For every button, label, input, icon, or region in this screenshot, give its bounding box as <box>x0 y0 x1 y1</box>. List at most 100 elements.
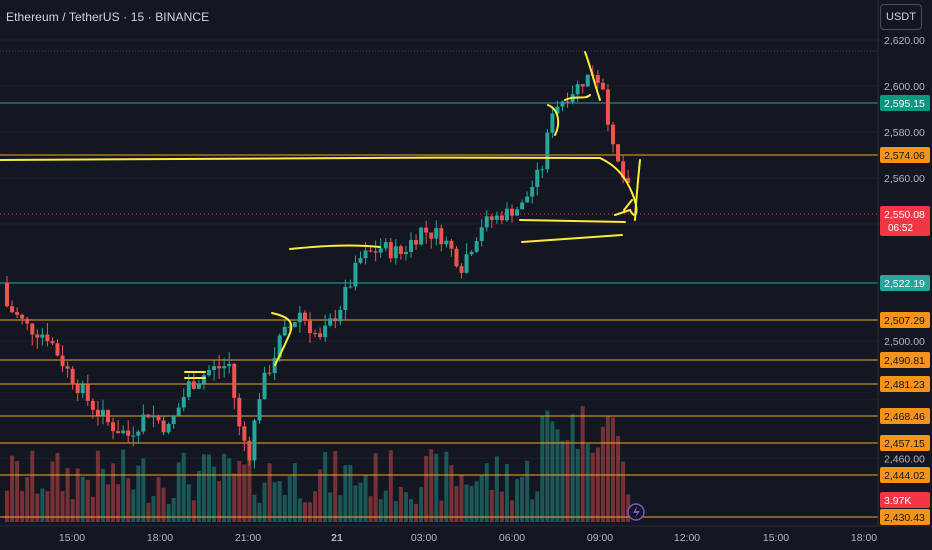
volume-bar <box>489 489 494 522</box>
volume-bar <box>323 451 328 522</box>
candle-body <box>580 84 585 87</box>
line-price-label-bg <box>880 312 930 328</box>
line-price-label-bg <box>880 376 930 392</box>
volume-bar <box>201 454 206 522</box>
volume-bar <box>454 486 459 522</box>
candle-body <box>489 216 494 220</box>
volume-bar <box>474 481 479 522</box>
candle-body <box>106 409 110 423</box>
volume-bar <box>297 498 302 522</box>
candle-body <box>146 414 151 418</box>
volume-bar <box>545 410 550 522</box>
volume-bar <box>429 449 434 522</box>
volume-bar <box>151 495 156 522</box>
candle-body <box>207 370 211 376</box>
volume-bar <box>116 484 121 522</box>
line-price-label: 2,430.43 <box>884 512 925 524</box>
candle-body <box>398 246 403 254</box>
candle-body <box>348 286 353 288</box>
candle-body <box>176 407 181 416</box>
candle-body <box>550 113 555 133</box>
volume-bar <box>368 496 373 522</box>
candle-body <box>237 397 242 427</box>
volume-bar <box>424 455 429 522</box>
line-price-label-bg <box>880 275 930 291</box>
candle-body <box>525 196 530 203</box>
candle-body <box>126 430 131 436</box>
volume-bar <box>277 481 282 522</box>
candle-body <box>217 366 222 369</box>
candle-body <box>318 333 323 338</box>
candle-body <box>353 262 358 287</box>
volume-bar <box>181 452 186 522</box>
currency-button[interactable]: USDT <box>880 4 922 30</box>
current-price-badge <box>880 206 930 236</box>
volume-bar <box>403 492 408 522</box>
volume-bar <box>257 502 262 522</box>
candle-body <box>358 258 363 263</box>
candle-body <box>540 169 545 171</box>
volume-bar <box>605 415 610 522</box>
candle-body <box>131 435 136 437</box>
candle-body <box>95 409 100 416</box>
volume-bar <box>600 426 605 522</box>
candle-body <box>277 335 282 358</box>
volume-bar <box>419 487 424 522</box>
candle-body <box>409 240 413 252</box>
candle-body <box>151 415 156 418</box>
volume-bar <box>616 436 621 522</box>
line-price-label-bg <box>880 509 930 525</box>
volume-bar <box>565 440 570 522</box>
yellow-drawing <box>0 156 601 161</box>
volume-bar <box>227 458 232 522</box>
candle-body <box>262 372 267 400</box>
yellow-drawing <box>519 219 626 223</box>
candle-body <box>434 228 439 239</box>
volume-bar <box>166 503 171 522</box>
volume-bar <box>409 498 413 522</box>
volume-bar <box>111 463 116 522</box>
candle-body <box>616 144 621 162</box>
yellow-drawing <box>289 244 381 250</box>
line-price-label: 2,522.19 <box>884 278 925 290</box>
price-tick-label: 2,580.00 <box>884 127 925 139</box>
volume-bar <box>176 462 181 522</box>
volume-bar <box>570 414 575 522</box>
candle-body <box>545 132 550 170</box>
candle-body <box>510 208 514 216</box>
volume-bar <box>530 499 535 522</box>
volume-bar <box>95 450 100 522</box>
price-tick-label: 2,600.00 <box>884 81 925 93</box>
horizontal-lines <box>0 102 878 518</box>
volume-bar <box>247 449 252 522</box>
volume-bar <box>146 502 151 522</box>
candle-body <box>222 366 227 369</box>
candle-body <box>10 306 15 313</box>
candle-body <box>55 343 60 356</box>
candle-body <box>156 415 161 421</box>
line-price-label-bg <box>880 352 930 368</box>
candle-body <box>338 309 343 322</box>
volume-bar <box>35 493 40 522</box>
line-price-label: 2,468.46 <box>884 411 925 423</box>
volume-bar <box>40 488 45 522</box>
candle-body <box>560 101 565 107</box>
yellow-drawing <box>184 371 206 379</box>
candle-body <box>70 368 75 385</box>
volume-bar <box>328 492 333 522</box>
candle-body <box>419 227 424 245</box>
yellow-drawing <box>521 234 623 243</box>
candle-body <box>479 227 484 242</box>
volume-bar <box>449 465 454 522</box>
volume-bar <box>45 491 50 522</box>
candle-body <box>15 312 20 315</box>
candle-body <box>80 384 85 394</box>
candle-body <box>464 254 469 273</box>
candle-body <box>600 82 605 90</box>
volume-bar <box>398 487 403 522</box>
volume-bar <box>590 452 595 522</box>
candle-body <box>611 124 615 145</box>
candle-body <box>287 326 292 328</box>
volume-bar <box>282 495 287 522</box>
